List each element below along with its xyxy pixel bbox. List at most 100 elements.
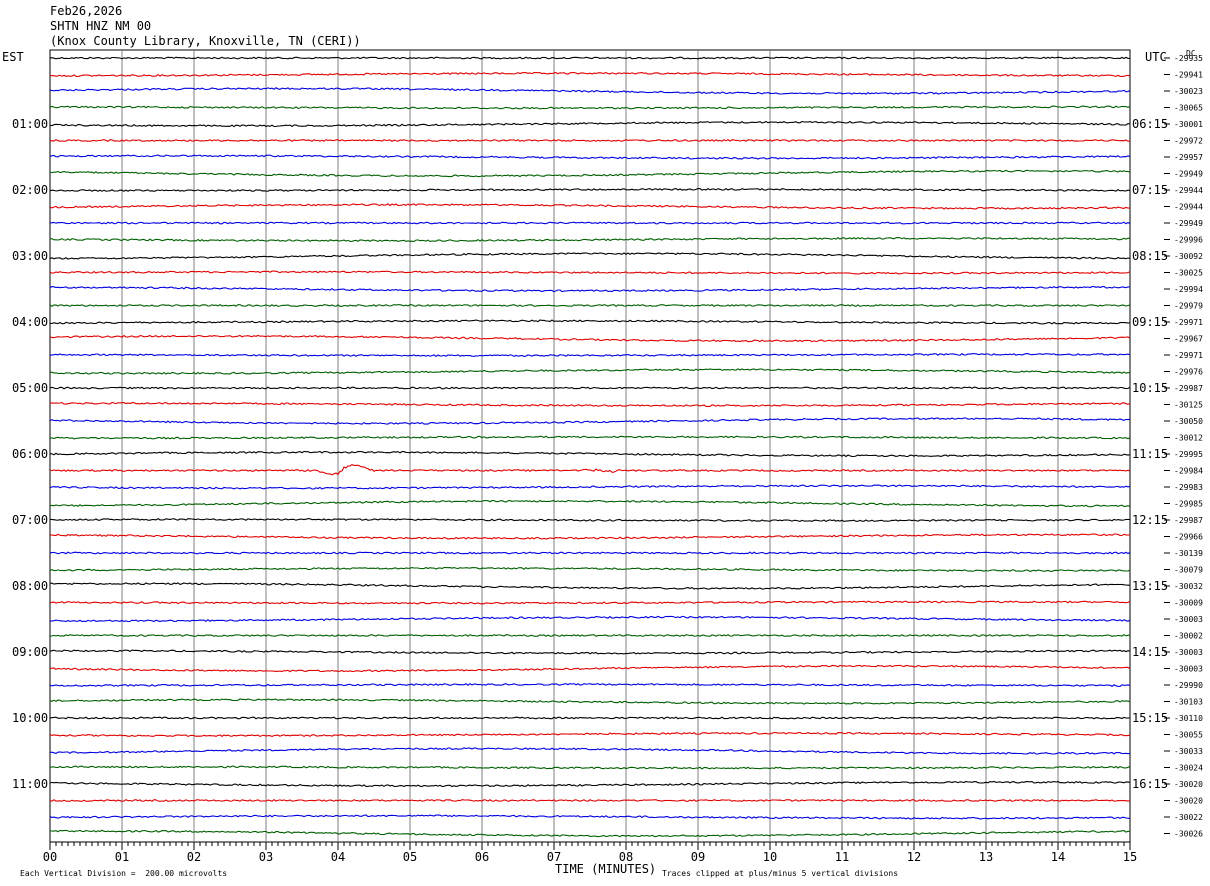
dc-offset-label: -30020 [1174, 780, 1203, 789]
hour-label-right: 10:15 [1132, 381, 1168, 395]
trace-line [49, 236, 1131, 243]
dc-offset-label: -30024 [1174, 764, 1203, 773]
dc-offset-label: -30110 [1174, 714, 1203, 723]
trace-line [49, 484, 1131, 490]
trace-line [50, 582, 1130, 590]
dc-offset-label: -30003 [1174, 665, 1203, 674]
dc-offset-label: -29984 [1174, 467, 1203, 476]
hour-label-left: 11:00 [12, 777, 48, 791]
x-tick-label: 12 [907, 850, 921, 864]
dc-offset-label: -30003 [1174, 648, 1203, 657]
dc-offset-label: -29971 [1174, 351, 1203, 360]
header-location: (Knox County Library, Knoxville, TN (CER… [50, 34, 361, 48]
hour-label-right: 11:15 [1132, 447, 1168, 461]
dc-offset-label: -29967 [1174, 335, 1203, 344]
plot-frame [49, 49, 1131, 843]
x-tick-label: 09 [691, 850, 705, 864]
clip-note: Traces clipped at plus/minus 5 vertical … [662, 869, 899, 878]
hour-label-right: 12:15 [1132, 513, 1168, 527]
dc-offset-label: -30033 [1174, 747, 1203, 756]
trace-line [49, 533, 1131, 540]
x-tick-label: 00 [43, 850, 57, 864]
trace-line [49, 634, 1131, 637]
dc-header-label: DC [1186, 49, 1196, 58]
dc-offset-label: -29966 [1174, 533, 1203, 542]
dc-offset-label: -29944 [1174, 203, 1203, 212]
trace-line [49, 203, 1131, 210]
trace-line [49, 799, 1131, 802]
dc-offset-label: -29987 [1174, 516, 1203, 525]
trace-line [49, 334, 1131, 343]
trace-line [49, 285, 1131, 293]
x-tick-label: 01 [115, 850, 129, 864]
x-tick-label: 10 [763, 850, 777, 864]
hour-label-left: 01:00 [12, 117, 48, 131]
trace-line [49, 499, 1131, 508]
dc-offset-label: -30012 [1174, 434, 1203, 443]
dc-offset-label: -30079 [1174, 566, 1203, 575]
hour-label-left: 05:00 [12, 381, 48, 395]
trace-line [49, 566, 1131, 573]
dc-offset-label: -29987 [1174, 384, 1203, 393]
trace-line [49, 368, 1131, 375]
trace-line [49, 169, 1131, 178]
trace-line [49, 765, 1131, 770]
trace-line [49, 450, 1131, 458]
dc-offset-label: -30009 [1174, 599, 1203, 608]
trace-line [49, 716, 1131, 720]
hour-label-right: 16:15 [1132, 777, 1168, 791]
dc-offset-label: -29994 [1174, 285, 1203, 294]
dc-offset-label: -29996 [1174, 236, 1203, 245]
dc-offset-label: -29995 [1174, 450, 1203, 459]
dc-offset-label: -29971 [1174, 318, 1203, 327]
trace-line [49, 71, 1131, 77]
x-tick-label: 14 [1051, 850, 1065, 864]
dc-offset-label: -30092 [1174, 252, 1203, 261]
trace-line [49, 154, 1131, 160]
hour-label-left: 02:00 [12, 183, 48, 197]
hour-label-right: 14:15 [1132, 645, 1168, 659]
trace-line [49, 829, 1131, 838]
trace-line [49, 683, 1131, 687]
dc-offset-label: -30020 [1174, 797, 1203, 806]
trace-line [49, 87, 1131, 95]
hour-label-left: 09:00 [12, 645, 48, 659]
x-tick-label: 07 [547, 850, 561, 864]
hour-label-right: 09:15 [1132, 315, 1168, 329]
trace-line [49, 463, 1131, 476]
dc-offset-label: -29972 [1174, 137, 1203, 146]
x-tick-label: 06 [475, 850, 489, 864]
dc-offset-label: -29976 [1174, 368, 1203, 377]
trace-line [50, 664, 1131, 673]
trace-line [49, 417, 1131, 425]
dc-offset-label: -29957 [1174, 153, 1203, 162]
x-tick-label: 05 [403, 850, 417, 864]
right-timezone-label: UTC [1145, 50, 1167, 64]
trace-line [49, 435, 1131, 440]
x-tick-label: 13 [979, 850, 993, 864]
hour-label-right: 07:15 [1132, 183, 1168, 197]
trace-line [49, 139, 1131, 142]
hour-label-left: 07:00 [12, 513, 48, 527]
x-tick-label: 02 [187, 850, 201, 864]
hour-label-left: 06:00 [12, 447, 48, 461]
scale-note: Each Vertical Division = 200.00 microvol… [20, 869, 228, 878]
trace-line [49, 600, 1131, 605]
trace-line [49, 188, 1131, 192]
dc-offset-label: -30026 [1174, 830, 1203, 839]
dc-offset-label: -29985 [1174, 500, 1203, 509]
dc-offset-label: -30103 [1174, 698, 1203, 707]
hour-label-left: 04:00 [12, 315, 48, 329]
x-axis-label: TIME (MINUTES) [555, 862, 657, 876]
dc-offset-label: -30065 [1174, 104, 1203, 113]
trace-line [49, 401, 1131, 408]
x-tick-label: 08 [619, 850, 633, 864]
hour-label-left: 03:00 [12, 249, 48, 263]
trace-line [49, 780, 1131, 788]
x-tick-label: 04 [331, 850, 345, 864]
hour-label-left: 08:00 [12, 579, 48, 593]
trace-line [49, 698, 1131, 705]
dc-offset-label: -30001 [1174, 120, 1203, 129]
dc-offset-label: -29979 [1174, 302, 1203, 311]
dc-offset-label: -29983 [1174, 483, 1203, 492]
